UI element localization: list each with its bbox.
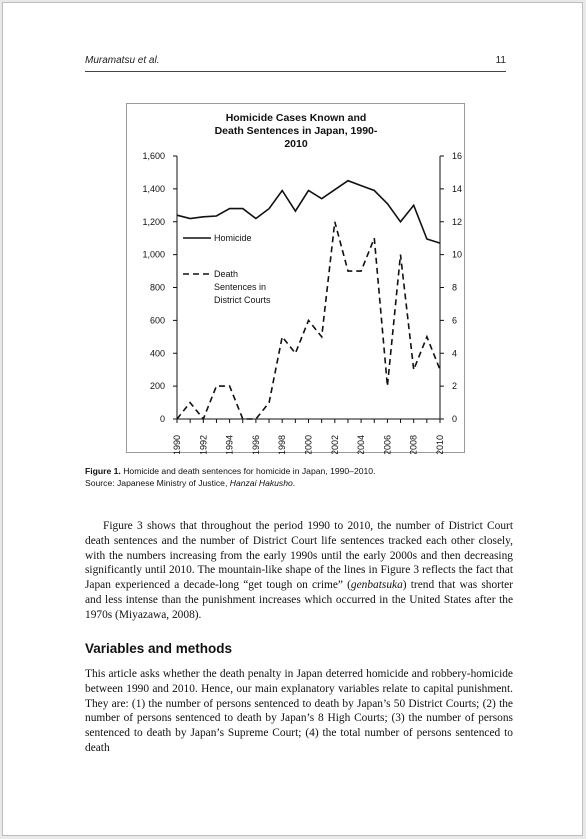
- homicide-line: [176, 179, 441, 244]
- header-rule: [85, 71, 506, 72]
- y-left-tick-label: 400: [150, 348, 165, 358]
- x-tick-label: 2010: [435, 435, 445, 454]
- x-tick-label: 1998: [277, 435, 287, 454]
- y-left-tick-label: 1,200: [142, 217, 165, 227]
- legend-homicide-label: Homicide: [214, 233, 252, 243]
- y-left-tick-label: 0: [160, 414, 165, 424]
- y-left-tick-label: 1,000: [142, 250, 165, 260]
- death-sentences-line: [176, 221, 441, 421]
- y-left-tick-label: 600: [150, 315, 165, 325]
- chart-title-line: 2010: [284, 138, 308, 150]
- paragraph-text-end: ) trend that was shorter and less intens…: [85, 579, 513, 621]
- y-right-tick-label: 8: [452, 283, 457, 293]
- x-tick-label: 1996: [251, 435, 261, 454]
- figure-label: Figure 1.: [85, 466, 121, 476]
- y-right-tick-label: 16: [452, 151, 462, 161]
- paragraph-text: Figure 3 shows that throughout the perio…: [85, 520, 513, 592]
- y-right-tick-label: 10: [452, 250, 462, 260]
- x-tick-label: 2004: [356, 435, 366, 454]
- y-right-tick-label: 2: [452, 381, 457, 391]
- x-tick-label: 1994: [225, 435, 235, 454]
- legend-death-label: Sentences in: [214, 282, 266, 292]
- y-right-tick-label: 14: [452, 184, 462, 194]
- section-paragraph: This article asks whether the death pena…: [85, 668, 513, 754]
- y-right-tick-label: 0: [452, 414, 457, 424]
- x-tick-label: 2002: [330, 435, 340, 454]
- legend-death-label: Death: [214, 269, 238, 279]
- figure-source-suffix: .: [292, 478, 296, 488]
- running-head: Muramatsu et al. 11: [85, 55, 506, 69]
- x-tick-label: 2008: [409, 435, 419, 454]
- figure-caption: Figure 1. Homicide and death sentences f…: [85, 465, 515, 477]
- chart-title-line: Death Sentences in Japan, 1990-: [215, 125, 378, 137]
- y-right-tick-label: 4: [452, 348, 457, 358]
- legend-death-label: District Courts: [214, 295, 271, 305]
- page-number: 11: [495, 55, 506, 66]
- x-tick-label: 1990: [172, 435, 182, 454]
- x-tick-label: 2006: [382, 435, 392, 454]
- y-left-tick-label: 800: [150, 283, 165, 293]
- y-right-tick-label: 6: [452, 315, 457, 325]
- running-head-authors: Muramatsu et al.: [85, 55, 160, 66]
- figure-source-prefix: Source: Japanese Ministry of Justice,: [85, 478, 230, 488]
- y-left-tick-label: 1,400: [142, 184, 165, 194]
- y-right-tick-label: 12: [452, 217, 462, 227]
- figure-source: Source: Japanese Ministry of Justice, Ha…: [85, 477, 515, 489]
- figure-chart: Homicide Cases Known and Death Sentences …: [126, 103, 465, 454]
- body-paragraph: Figure 3 shows that throughout the perio…: [85, 519, 513, 623]
- figure-source-title: Hanzai Hakusho: [229, 478, 293, 488]
- x-tick-label: 2000: [304, 435, 314, 454]
- chart-title-line: Homicide Cases Known and: [226, 112, 367, 124]
- y-left-tick-label: 200: [150, 381, 165, 391]
- figure-caption-text: Homicide and death sentences for homicid…: [120, 466, 376, 476]
- paragraph-italic-term: genbatsuka: [350, 579, 403, 592]
- x-tick-label: 1992: [198, 435, 208, 454]
- y-left-tick-label: 1,600: [142, 151, 165, 161]
- section-heading: Variables and methods: [85, 641, 233, 656]
